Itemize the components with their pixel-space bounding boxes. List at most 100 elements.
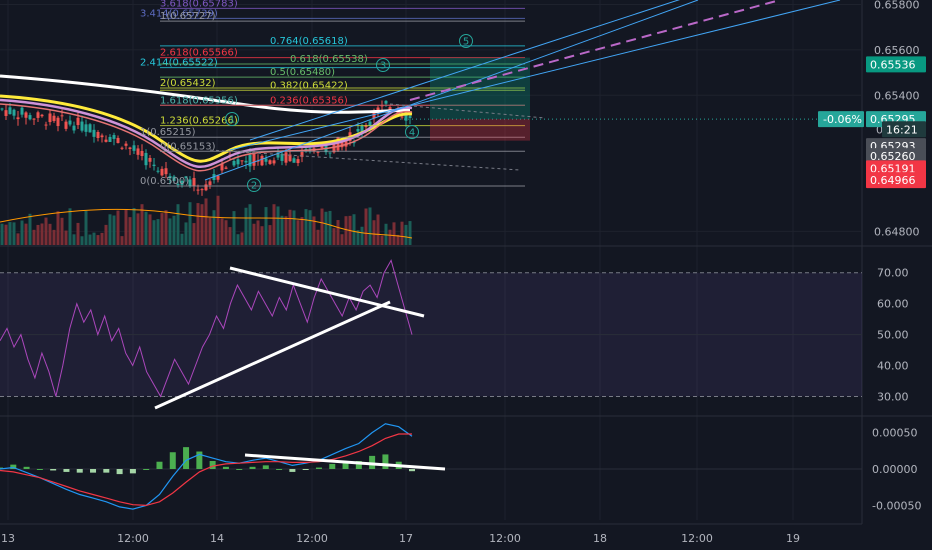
candle-body[interactable] [216, 175, 220, 180]
candle-body[interactable] [360, 125, 364, 133]
candle-body[interactable] [376, 107, 380, 111]
candle-body[interactable] [408, 116, 412, 118]
candle-body[interactable] [12, 109, 16, 116]
price-axis[interactable]: 0.65800 0.65600 0.65400 0.64800 0 0.65536 0.65… [866, 0, 926, 238]
candle-body[interactable] [368, 121, 372, 126]
wave-label-circle[interactable] [225, 112, 239, 126]
candle-body[interactable] [52, 115, 56, 122]
candle-body[interactable] [356, 129, 360, 132]
candle-body[interactable] [264, 158, 268, 162]
candle-body[interactable] [288, 154, 292, 162]
candle-body[interactable] [192, 178, 196, 186]
candle-body[interactable] [384, 100, 388, 104]
candle-body[interactable] [236, 159, 240, 165]
candle-body[interactable] [292, 158, 296, 163]
candle-body[interactable] [76, 117, 80, 126]
candle-body[interactable] [140, 150, 144, 157]
candle-body[interactable] [260, 155, 264, 166]
macd-line[interactable] [0, 423, 413, 510]
price-tag[interactable] [866, 172, 926, 189]
rsi-pane[interactable]: 70.00 60.00 50.00 40.00 30.00 [0, 259, 909, 410]
candle-body[interactable] [328, 152, 332, 154]
candle-body[interactable] [184, 176, 188, 178]
candle-body[interactable] [280, 153, 284, 161]
candle-body[interactable] [300, 152, 304, 157]
candle-body[interactable] [8, 107, 12, 115]
candle-body[interactable] [128, 147, 132, 149]
candle-body[interactable] [116, 137, 120, 144]
candle-body[interactable] [224, 167, 228, 169]
candle-body[interactable] [200, 189, 204, 191]
candle-body[interactable] [388, 107, 392, 111]
candle-body[interactable] [180, 180, 184, 185]
wave-label-circle[interactable] [459, 34, 473, 48]
price-tag[interactable] [866, 56, 926, 73]
macd-signal-line[interactable] [0, 433, 412, 507]
candle-body[interactable] [0, 108, 4, 110]
candle-body[interactable] [240, 160, 244, 162]
candle-body[interactable] [36, 112, 40, 118]
price-pane[interactable]: -0.06%3.618(0.65783)3.414(0.65739)1(0.65… [0, 0, 864, 245]
candle-body[interactable] [164, 168, 168, 175]
rsi-line[interactable] [0, 259, 413, 398]
candle-body[interactable] [144, 152, 148, 166]
candle-body[interactable] [204, 184, 208, 191]
wave-label-circle[interactable] [405, 125, 419, 139]
candle-body[interactable] [68, 120, 72, 125]
loss-zone[interactable] [430, 119, 530, 141]
candle-body[interactable] [344, 140, 348, 147]
channel-line-upper[interactable] [204, 0, 699, 181]
candle-body[interactable] [220, 163, 224, 171]
candle-body[interactable] [136, 148, 140, 155]
candle-body[interactable] [268, 160, 272, 164]
candle-body[interactable] [232, 160, 236, 166]
candle-body[interactable] [40, 114, 44, 117]
candle-body[interactable] [44, 124, 48, 126]
candle-body[interactable] [352, 141, 356, 144]
price-tag[interactable] [866, 148, 926, 165]
candle-body[interactable] [56, 117, 60, 127]
macd-pane[interactable]: 0.00050 0.00000 -0.00050 [0, 423, 921, 513]
candle-body[interactable] [244, 160, 248, 163]
candle-body[interactable] [16, 117, 20, 120]
candle-body[interactable] [188, 179, 192, 187]
candle-body[interactable] [72, 125, 76, 131]
candle-body[interactable] [248, 154, 252, 167]
candle-body[interactable] [272, 160, 276, 164]
candle-body[interactable] [152, 164, 156, 167]
candle-body[interactable] [32, 118, 36, 120]
rsi-trend-line-lower[interactable] [154, 300, 391, 410]
candle-body[interactable] [88, 124, 92, 133]
change-badge[interactable] [818, 111, 864, 128]
candle-body[interactable] [92, 129, 96, 137]
candle-body[interactable] [96, 131, 100, 139]
candle-body[interactable] [156, 170, 160, 172]
candle-body[interactable] [252, 153, 256, 166]
candle-body[interactable] [108, 136, 112, 142]
candle-body[interactable] [124, 143, 128, 146]
candle-body[interactable] [104, 139, 108, 142]
candle-body[interactable] [100, 135, 104, 138]
candle-body[interactable] [4, 110, 8, 116]
candle-body[interactable] [120, 147, 124, 149]
wave-label-circle[interactable] [376, 58, 390, 72]
candle-body[interactable] [400, 116, 404, 118]
candle-body[interactable] [296, 159, 300, 164]
candle-body[interactable] [176, 184, 180, 186]
candle-body[interactable] [80, 121, 84, 131]
candle-body[interactable] [168, 176, 172, 179]
candle-body[interactable] [284, 152, 288, 163]
candle-body[interactable] [132, 145, 136, 151]
candle-body[interactable] [160, 168, 164, 176]
candle-body[interactable] [316, 151, 320, 153]
candle-body[interactable] [48, 113, 52, 123]
candle-body[interactable] [256, 160, 260, 162]
rsi-trend-line-upper[interactable] [229, 266, 425, 318]
price-tag[interactable] [882, 121, 926, 138]
candle-body[interactable] [112, 135, 116, 139]
candle-body[interactable] [64, 121, 68, 129]
wave-label-circle[interactable] [247, 178, 261, 192]
candle-body[interactable] [28, 115, 32, 120]
candle-body[interactable] [148, 157, 152, 162]
